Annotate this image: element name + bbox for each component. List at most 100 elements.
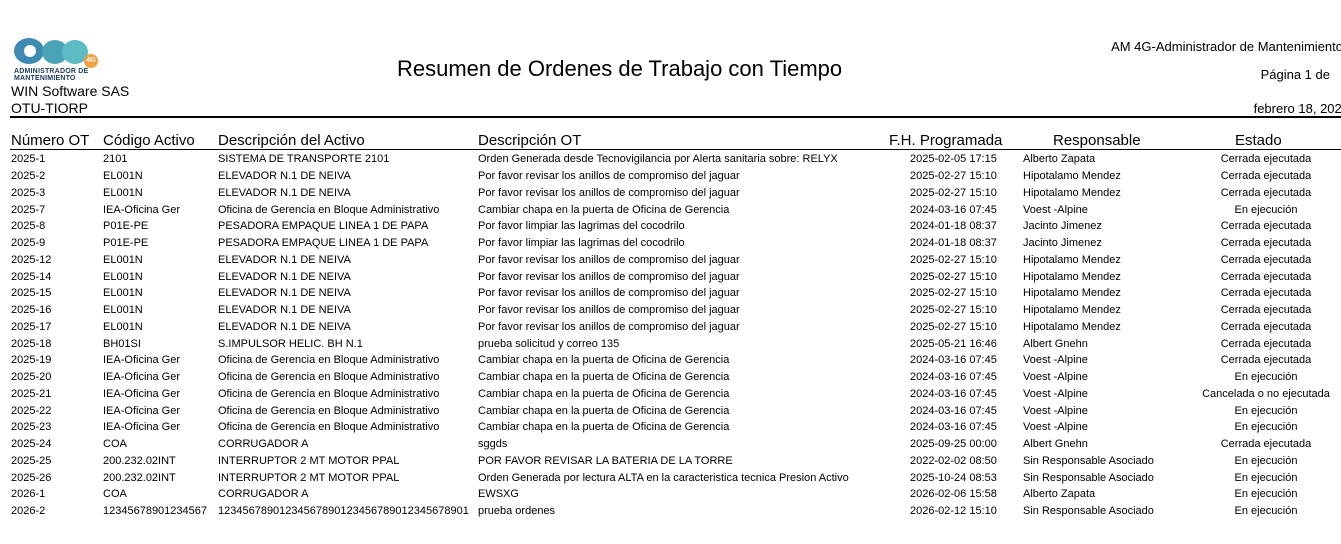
cell-ot-description: POR FAVOR REVISAR LA BATERIA DE LA TORRE bbox=[478, 454, 733, 467]
cell-asset-description: INTERRUPTOR 2 MT MOTOR PPAL bbox=[218, 471, 400, 484]
cell-asset-code: EL001N bbox=[103, 304, 143, 317]
report-code: OTU-TIORP bbox=[11, 100, 88, 116]
cell-ot-number: 2025-15 bbox=[11, 287, 52, 300]
cell-asset-description: CORRUGADOR A bbox=[218, 438, 309, 451]
cell-status: Cerrada ejecutada bbox=[1220, 220, 1312, 233]
cell-asset-description: ELEVADOR N.1 DE NEIVA bbox=[218, 170, 351, 183]
cell-ot-number: 2025-25 bbox=[11, 454, 52, 467]
table-row: 2025-8 P01E-PE PESADORA EMPAQUE LINEA 1 DE… bbox=[0, 218, 1341, 235]
cell-ot-number: 2025-24 bbox=[11, 438, 52, 451]
table-row: 2025-26 200.232.02INT INTERRUPTOR 2 MT MOT… bbox=[0, 469, 1341, 486]
table-row: 2025-14 EL001N ELEVADOR N.1 DE NEIVA Por fa… bbox=[0, 268, 1341, 285]
logo-badge: 4G bbox=[84, 54, 98, 68]
cell-status: Cerrada ejecutada bbox=[1220, 170, 1312, 183]
cell-ot-description: Por favor revisar los anillos de comprom… bbox=[478, 186, 740, 199]
divider bbox=[10, 116, 1341, 118]
cell-status: Cerrada ejecutada bbox=[1220, 270, 1312, 283]
cell-responsible: Jacinto Jimenez bbox=[1023, 237, 1102, 250]
cell-asset-description: Oficina de Gerencia en Bloque Administra… bbox=[218, 371, 440, 384]
report-date: febrero 18, 2026 bbox=[1253, 101, 1341, 116]
cell-status: Cerrada ejecutada bbox=[1220, 287, 1312, 300]
cell-responsible: Hipotalamo Mendez bbox=[1023, 320, 1121, 333]
cell-asset-description: Oficina de Gerencia en Bloque Administra… bbox=[218, 404, 440, 417]
page-title: Resumen de Ordenes de Trabajo con Tiempo bbox=[397, 56, 843, 81]
cell-ot-number: 2025-9 bbox=[11, 237, 46, 250]
page-number: Página 1 de bbox=[1260, 67, 1330, 82]
cell-status: Cerrada ejecutada bbox=[1220, 337, 1312, 350]
table-row: 2025-3 EL001N ELEVADOR N.1 DE NEIVA Por fav… bbox=[0, 185, 1341, 202]
cell-asset-code: 12345678901234567 bbox=[103, 505, 208, 518]
cell-asset-code: EL001N bbox=[103, 320, 143, 333]
cell-scheduled-datetime: 2024-03-16 07:45 bbox=[910, 421, 997, 434]
cell-ot-number: 2026-1 bbox=[11, 488, 46, 501]
cell-ot-number: 2025-3 bbox=[11, 186, 46, 199]
table-row: 2025-19 IEA-Oficina Ger Oficina de Gerenci… bbox=[0, 352, 1341, 369]
cell-status: Cerrada ejecutada bbox=[1220, 438, 1312, 451]
table-row: 2025-18 BH01SI S.IMPULSOR HELIC. BH N.1 pru… bbox=[0, 335, 1341, 352]
cell-scheduled-datetime: 2024-01-18 08:37 bbox=[910, 220, 997, 233]
cell-ot-number: 2025-20 bbox=[11, 371, 52, 384]
cell-scheduled-datetime: 2022-02-02 08:50 bbox=[910, 454, 997, 467]
cell-scheduled-datetime: 2025-02-05 17:15 bbox=[910, 153, 997, 166]
table-row: 2025-12 EL001N ELEVADOR N.1 DE NEIVA Por fa… bbox=[0, 252, 1341, 269]
cell-ot-number: 2025-12 bbox=[11, 253, 52, 266]
cell-ot-number: 2025-17 bbox=[11, 320, 52, 333]
cell-scheduled-datetime: 2025-02-27 15:10 bbox=[910, 270, 997, 283]
cell-ot-number: 2025-8 bbox=[11, 220, 46, 233]
cell-ot-description: Por favor revisar los anillos de comprom… bbox=[478, 304, 740, 317]
cell-asset-description: PESADORA EMPAQUE LINEA 1 DE PAPA bbox=[218, 220, 429, 233]
table-row: 2025-1 2101 SISTEMA DE TRANSPORTE 2101 Orde… bbox=[0, 151, 1341, 168]
cell-responsible: Voest -Alpine bbox=[1023, 371, 1088, 384]
cell-asset-code: IEA-Oficina Ger bbox=[103, 203, 181, 216]
cell-ot-description: Orden Generada desde Tecnovigilancia por… bbox=[478, 153, 838, 166]
cell-asset-code: IEA-Oficina Ger bbox=[103, 421, 181, 434]
app-name: AM 4G-Administrador de Mantenimiento bbox=[1111, 39, 1341, 54]
cell-responsible: Albert Gnehn bbox=[1023, 438, 1088, 451]
column-header: Número OT bbox=[11, 132, 90, 149]
table-row: 2025-9 P01E-PE PESADORA EMPAQUE LINEA 1 DE… bbox=[0, 235, 1341, 252]
cell-asset-code: EL001N bbox=[103, 170, 143, 183]
table-row: 2025-23 IEA-Oficina Ger Oficina de Gerenci… bbox=[0, 419, 1341, 436]
cell-asset-description: ELEVADOR N.1 DE NEIVA bbox=[218, 270, 351, 283]
cell-ot-number: 2025-21 bbox=[11, 387, 52, 400]
cell-asset-code: BH01SI bbox=[103, 337, 141, 350]
table-row: 2026-1 COA CORRUGADOR A EWSXG 2026-02-06 15:… bbox=[0, 486, 1341, 503]
cell-asset-description: Oficina de Gerencia en Bloque Administra… bbox=[218, 387, 440, 400]
cell-ot-description: Cambiar chapa en la puerta de Oficina de… bbox=[478, 387, 730, 400]
cell-asset-code: IEA-Oficina Ger bbox=[103, 387, 181, 400]
cell-scheduled-datetime: 2025-02-27 15:10 bbox=[910, 287, 997, 300]
cell-ot-description: Cambiar chapa en la puerta de Oficina de… bbox=[478, 203, 730, 216]
cell-status: Cerrada ejecutada bbox=[1220, 253, 1312, 266]
table-row: 2025-25 200.232.02INT INTERRUPTOR 2 MT MOT… bbox=[0, 453, 1341, 470]
cell-ot-description: EWSXG bbox=[478, 488, 519, 501]
cell-scheduled-datetime: 2024-03-16 07:45 bbox=[910, 404, 997, 417]
cell-responsible: Voest -Alpine bbox=[1023, 421, 1088, 434]
cell-scheduled-datetime: 2025-09-25 00:00 bbox=[910, 438, 997, 451]
cell-status: Cerrada ejecutada bbox=[1220, 354, 1312, 367]
table-row: 2025-17 EL001N ELEVADOR N.1 DE NEIVA Por fa… bbox=[0, 319, 1341, 336]
cell-scheduled-datetime: 2025-02-27 15:10 bbox=[910, 304, 997, 317]
cell-asset-code: 200.232.02INT bbox=[103, 471, 176, 484]
cell-ot-description: sggds bbox=[478, 438, 508, 451]
cell-ot-number: 2025-1 bbox=[11, 153, 46, 166]
cell-ot-description: Por favor revisar los anillos de comprom… bbox=[478, 170, 740, 183]
cell-asset-code: IEA-Oficina Ger bbox=[103, 404, 181, 417]
cell-asset-code: P01E-PE bbox=[103, 237, 149, 250]
cell-responsible: Albert Gnehn bbox=[1023, 337, 1088, 350]
cell-ot-number: 2025-14 bbox=[11, 270, 52, 283]
cell-asset-code: IEA-Oficina Ger bbox=[103, 371, 181, 384]
logo-text: ADMINISTRADOR DE bbox=[14, 68, 89, 75]
cell-ot-description: Cambiar chapa en la puerta de Oficina de… bbox=[478, 354, 730, 367]
cell-responsible: Sin Responsable Asociado bbox=[1023, 471, 1154, 484]
cell-scheduled-datetime: 2025-10-24 08:53 bbox=[910, 471, 997, 484]
cell-status: En ejecución bbox=[1234, 505, 1298, 518]
cell-ot-description: Por favor revisar los anillos de comprom… bbox=[478, 270, 740, 283]
cell-ot-description: Cambiar chapa en la puerta de Oficina de… bbox=[478, 421, 730, 434]
cell-asset-code: EL001N bbox=[103, 186, 143, 199]
company-name: WIN Software SAS bbox=[11, 83, 130, 99]
cell-status: En ejecución bbox=[1234, 404, 1298, 417]
table-row: 2025-21 IEA-Oficina Ger Oficina de Gerenci… bbox=[0, 386, 1341, 403]
table-row: 2026-2 12345678901234567 12345678901234567… bbox=[0, 503, 1341, 520]
cell-asset-code: COA bbox=[103, 488, 127, 501]
cell-asset-description: S.IMPULSOR HELIC. BH N.1 bbox=[218, 337, 363, 350]
